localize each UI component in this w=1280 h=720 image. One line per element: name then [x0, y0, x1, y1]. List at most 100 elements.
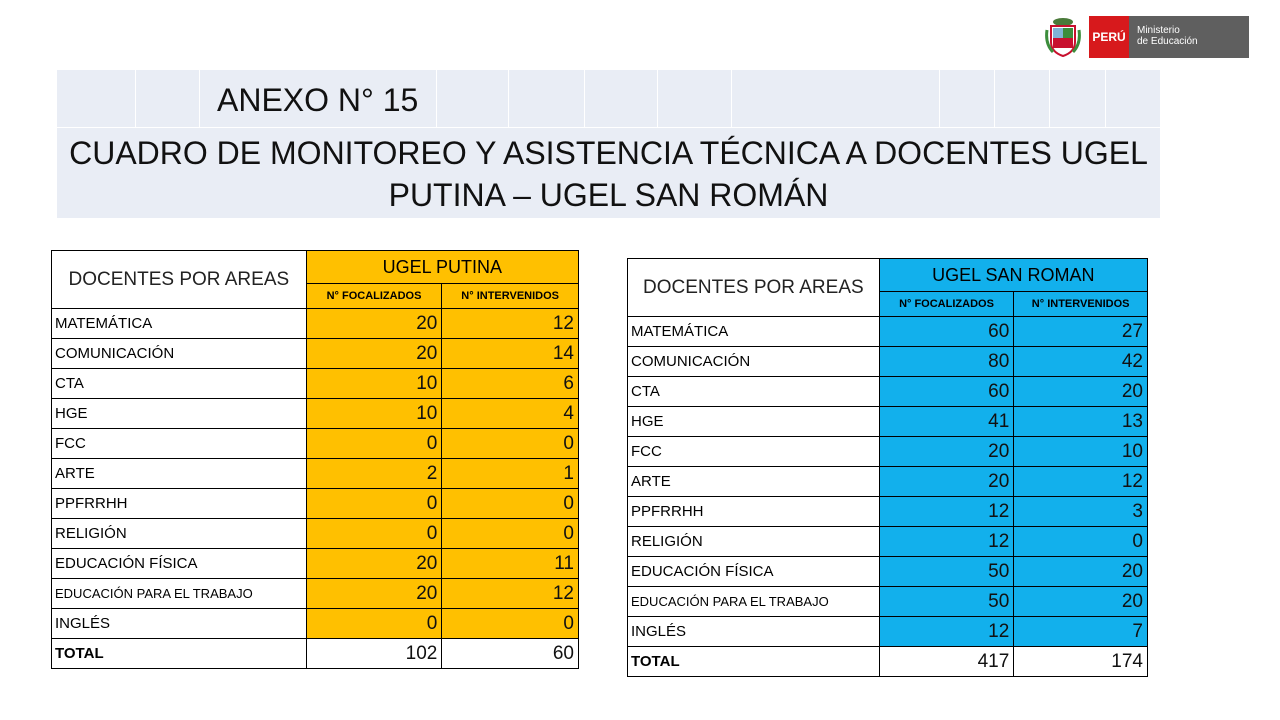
annex-number: ANEXO N° 15: [217, 82, 419, 118]
table-row: HGE 10 4: [51, 398, 579, 429]
ministry-line-1: Ministerio: [1137, 25, 1180, 36]
intervenidos-cell: 11: [441, 548, 579, 579]
area-label: EDUCACIÓN FÍSICA: [627, 556, 880, 587]
intervenidos-cell: 10: [1013, 436, 1148, 467]
table-row: EDUCACIÓN PARA EL TRABAJO 20 12: [51, 578, 579, 609]
focalizados-cell: 0: [305, 488, 443, 519]
focalizados-cell: 20: [878, 436, 1015, 467]
table-row: RELIGIÓN 12 0: [627, 526, 1148, 557]
focalizados-cell: 12: [878, 616, 1015, 647]
focalizados-cell: 12: [878, 526, 1015, 557]
area-label: PPFRRHH: [627, 496, 880, 527]
focalizados-cell: 12: [878, 496, 1015, 527]
col-focalizados-header: N° FOCALIZADOS: [305, 283, 443, 309]
intervenidos-cell: 1: [441, 458, 579, 489]
page-title: CUADRO DE MONITOREO Y ASISTENCIA TÉCNICA…: [57, 132, 1160, 216]
area-label: ARTE: [51, 458, 307, 489]
title-line-1: CUADRO DE MONITOREO Y ASISTENCIA TÉCNICA…: [69, 135, 1148, 171]
area-label: MATEMÁTICA: [627, 316, 880, 347]
ministry-name: Ministerio de Educación: [1129, 16, 1249, 58]
focalizados-cell: 20: [305, 548, 443, 579]
area-label: HGE: [51, 398, 307, 429]
header-box: ANEXO N° 15 CUADRO DE MONITOREO Y ASISTE…: [57, 70, 1160, 218]
intervenidos-cell: 7: [1013, 616, 1148, 647]
table-row: MATEMÁTICA 60 27: [627, 316, 1148, 347]
table-row: INGLÉS 12 7: [627, 616, 1148, 647]
intervenidos-cell: 12: [1013, 466, 1148, 497]
focalizados-cell: 80: [878, 346, 1015, 377]
area-label: EDUCACIÓN FÍSICA: [51, 548, 307, 579]
area-label: INGLÉS: [627, 616, 880, 647]
header-grid-row: ANEXO N° 15: [57, 70, 1160, 128]
focalizados-cell: 20: [305, 338, 443, 369]
intervenidos-cell: 14: [441, 338, 579, 369]
intervenidos-cell: 0: [441, 428, 579, 459]
title-line-2: PUTINA – UGEL SAN ROMÁN: [388, 177, 829, 213]
table-row: CTA 60 20: [627, 376, 1148, 407]
col-focalizados-header: N° FOCALIZADOS: [878, 291, 1015, 317]
focalizados-cell: 50: [878, 586, 1015, 617]
focalizados-cell: 10: [305, 368, 443, 399]
total-row: TOTAL 102 60: [51, 638, 579, 669]
area-label: CTA: [51, 368, 307, 399]
area-label: EDUCACIÓN PARA EL TRABAJO: [51, 578, 307, 609]
total-label: TOTAL: [627, 646, 880, 677]
intervenidos-cell: 20: [1013, 556, 1148, 587]
table-row: EDUCACIÓN FÍSICA 20 11: [51, 548, 579, 579]
area-label: PPFRRHH: [51, 488, 307, 519]
table-row: RELIGIÓN 0 0: [51, 518, 579, 549]
total-intervenidos: 60: [441, 638, 579, 669]
intervenidos-cell: 13: [1013, 406, 1148, 437]
total-label: TOTAL: [51, 638, 307, 669]
intervenidos-cell: 12: [441, 308, 579, 339]
area-label: FCC: [627, 436, 880, 467]
table-row: ARTE 20 12: [627, 466, 1148, 497]
focalizados-cell: 0: [305, 608, 443, 639]
ministry-line-2: de Educación: [1137, 36, 1198, 47]
country-label: PERÚ: [1089, 16, 1129, 58]
table-row: FCC 20 10: [627, 436, 1148, 467]
table-row: COMUNICACIÓN 20 14: [51, 338, 579, 369]
area-label: CTA: [627, 376, 880, 407]
table-row: PPFRRHH 0 0: [51, 488, 579, 519]
area-header: DOCENTES POR AREAS: [627, 258, 880, 317]
table-row: INGLÉS 0 0: [51, 608, 579, 639]
focalizados-cell: 0: [305, 428, 443, 459]
san-roman-table: DOCENTES POR AREAS UGEL SAN ROMAN N° FOC…: [627, 258, 1149, 677]
intervenidos-cell: 0: [441, 488, 579, 519]
total-intervenidos: 174: [1013, 646, 1148, 677]
table-row: MATEMÁTICA 20 12: [51, 308, 579, 339]
total-focalizados: 102: [305, 638, 443, 669]
focalizados-cell: 50: [878, 556, 1015, 587]
focalizados-cell: 20: [305, 578, 443, 609]
area-header: DOCENTES POR AREAS: [51, 250, 307, 309]
group-header: UGEL SAN ROMAN: [878, 258, 1149, 292]
ministry-logo: PERÚ Ministerio de Educación: [1045, 16, 1249, 58]
peru-coat-of-arms-icon: [1045, 18, 1081, 58]
intervenidos-cell: 0: [441, 608, 579, 639]
focalizados-cell: 0: [305, 518, 443, 549]
intervenidos-cell: 20: [1013, 376, 1148, 407]
focalizados-cell: 41: [878, 406, 1015, 437]
table-row: PPFRRHH 12 3: [627, 496, 1148, 527]
table-row: EDUCACIÓN FÍSICA 50 20: [627, 556, 1148, 587]
area-label: COMUNICACIÓN: [627, 346, 880, 377]
area-label: RELIGIÓN: [627, 526, 880, 557]
total-row: TOTAL 417 174: [627, 646, 1148, 677]
area-label: MATEMÁTICA: [51, 308, 307, 339]
table-row: EDUCACIÓN PARA EL TRABAJO 50 20: [627, 586, 1148, 617]
focalizados-cell: 2: [305, 458, 443, 489]
table-row: FCC 0 0: [51, 428, 579, 459]
intervenidos-cell: 6: [441, 368, 579, 399]
intervenidos-cell: 3: [1013, 496, 1148, 527]
intervenidos-cell: 0: [1013, 526, 1148, 557]
col-intervenidos-header: N° INTERVENIDOS: [1013, 291, 1148, 317]
focalizados-cell: 20: [305, 308, 443, 339]
table-row: ARTE 2 1: [51, 458, 579, 489]
area-label: COMUNICACIÓN: [51, 338, 307, 369]
group-header: UGEL PUTINA: [305, 250, 580, 284]
intervenidos-cell: 4: [441, 398, 579, 429]
focalizados-cell: 20: [878, 466, 1015, 497]
intervenidos-cell: 0: [441, 518, 579, 549]
area-label: RELIGIÓN: [51, 518, 307, 549]
